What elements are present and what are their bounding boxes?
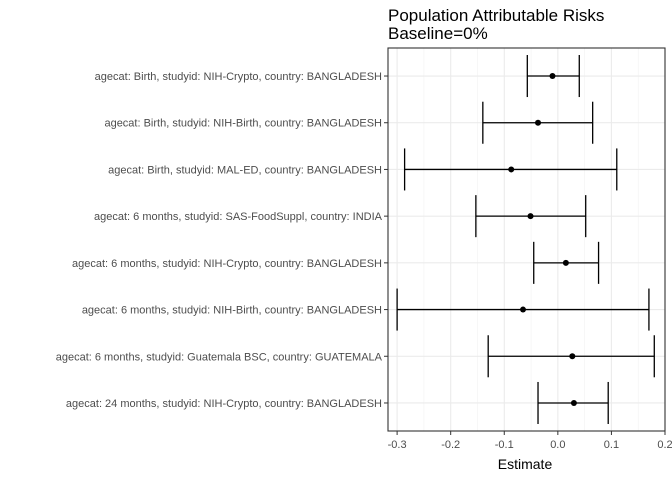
y-tick-label: agecat: Birth, studyid: NIH-Birth, count… bbox=[104, 118, 382, 130]
y-tick-label: agecat: 6 months, studyid: Guatemala BSC… bbox=[56, 351, 383, 363]
panel-background bbox=[388, 48, 665, 431]
chart-title-line-2: Baseline=0% bbox=[388, 24, 488, 43]
x-tick-label: 0.0 bbox=[550, 439, 565, 451]
y-tick-label: agecat: 6 months, studyid: NIH-Crypto, c… bbox=[72, 258, 382, 270]
x-tick-label: 0.2 bbox=[657, 439, 672, 451]
x-tick-label: -0.3 bbox=[388, 439, 407, 451]
plot-area: agecat: Birth, studyid: NIH-Crypto, coun… bbox=[56, 47, 672, 451]
chart-title-line-1: Population Attributable Risks bbox=[388, 6, 604, 25]
y-tick-label: agecat: 6 months, studyid: SAS-FoodSuppl… bbox=[94, 211, 383, 223]
estimate-point bbox=[508, 166, 515, 173]
estimate-point bbox=[535, 119, 542, 126]
estimate-point bbox=[520, 306, 527, 313]
y-tick-label: agecat: 24 months, studyid: NIH-Crypto, … bbox=[66, 398, 382, 410]
estimate-point bbox=[527, 213, 534, 220]
estimate-point bbox=[549, 73, 556, 80]
y-tick-label: agecat: 6 months, studyid: NIH-Birth, co… bbox=[82, 305, 382, 317]
y-tick-label: agecat: Birth, studyid: MAL-ED, country:… bbox=[108, 164, 382, 176]
x-axis-title: Estimate bbox=[498, 456, 553, 472]
estimate-point bbox=[569, 353, 576, 360]
x-tick-label: -0.1 bbox=[495, 439, 514, 451]
x-tick-label: -0.2 bbox=[441, 439, 460, 451]
x-tick-label: 0.1 bbox=[604, 439, 619, 451]
panel-border bbox=[387, 47, 666, 432]
estimate-point bbox=[562, 259, 569, 266]
estimate-point bbox=[570, 399, 577, 406]
y-tick-label: agecat: Birth, studyid: NIH-Crypto, coun… bbox=[95, 71, 382, 83]
